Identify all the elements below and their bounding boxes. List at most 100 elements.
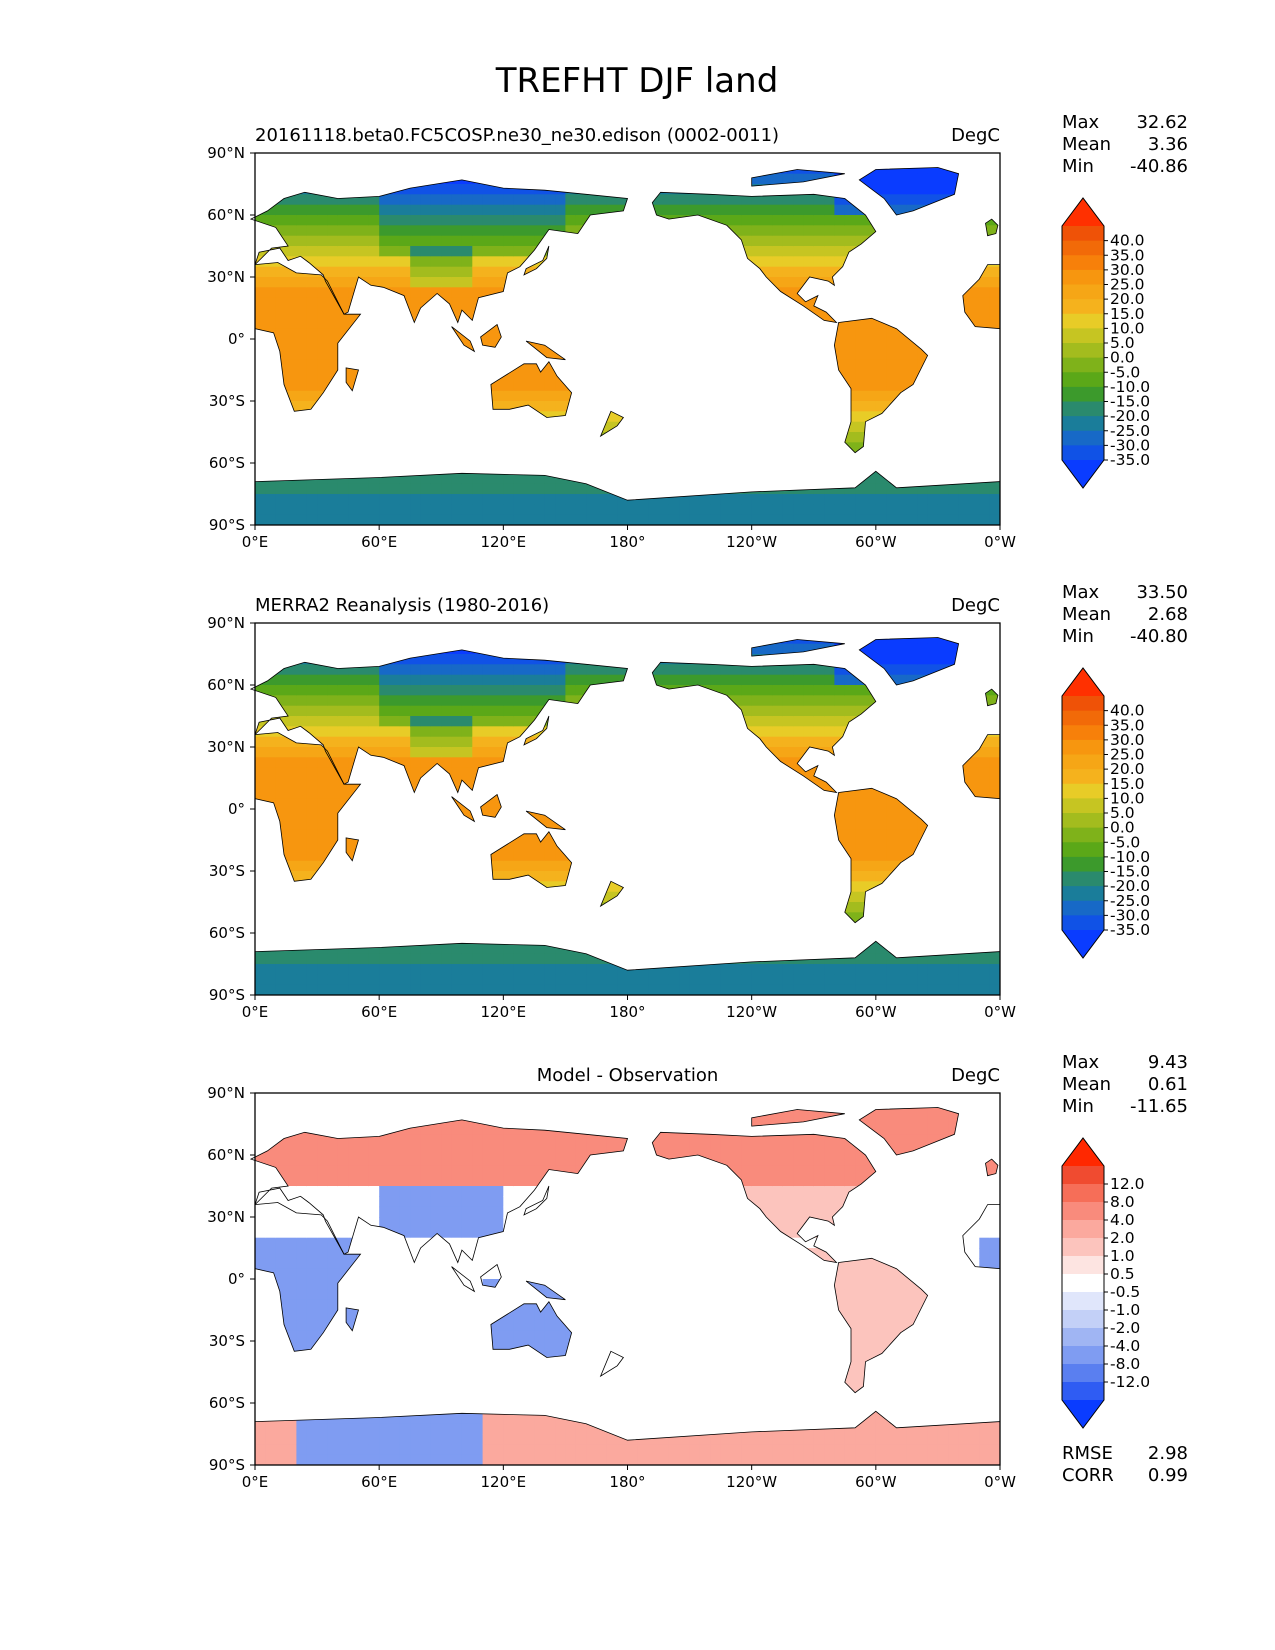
panel-center-title: Model - Observation [537, 1065, 719, 1086]
colorbar-label: -12.0 [1110, 1373, 1150, 1391]
lon-tick-label: 60°E [361, 533, 397, 551]
colorbar-label: -30.0 [1110, 906, 1150, 924]
lat-tick-label: 60°N [207, 676, 245, 694]
coastline-australia [490, 830, 573, 888]
coastline-sumatra [451, 326, 476, 353]
colorbar-label: 2.0 [1110, 1229, 1135, 1247]
colorbar-label: -10.0 [1110, 378, 1150, 396]
metric-value-corr: 0.99 [1148, 1465, 1188, 1486]
colorbar-label: -5.0 [1110, 363, 1140, 381]
stat-label-max: Max [1062, 582, 1100, 603]
lon-tick-label: 120°W [726, 1473, 777, 1491]
lon-tick-label: 60°E [361, 1003, 397, 1021]
lat-tick-label: 90°S [209, 1456, 245, 1474]
coastline-greenland [858, 167, 960, 216]
colorbar-label: -20.0 [1110, 877, 1150, 895]
coastline-westafrica [962, 264, 1001, 330]
coastline-africa [254, 732, 362, 882]
colorbar-segment [1062, 783, 1104, 799]
lat-tick-label: 0° [228, 1270, 245, 1288]
colorbar-label: 30.0 [1110, 261, 1145, 279]
colorbar-segment [1062, 401, 1104, 417]
panel-units: DegC [951, 125, 1000, 146]
colorbar-label: 10.0 [1110, 319, 1145, 337]
coastline-borneo [480, 1263, 502, 1288]
stat-label-max: Max [1062, 1052, 1100, 1073]
lat-tick-label: 90°S [209, 986, 245, 1004]
coastline-japan [523, 715, 550, 746]
colorbar-diff: 12.08.04.02.01.00.5-0.5-1.0-2.0-4.0-8.0-… [1061, 1137, 1150, 1429]
metric-value-rmse: 2.98 [1148, 1443, 1188, 1464]
colorbar-label: 35.0 [1110, 246, 1145, 264]
colorbar-segment [1062, 1310, 1104, 1329]
coastline-eurasia [249, 179, 629, 324]
coastline-newzealand [599, 1350, 625, 1378]
colorbar-label: 8.0 [1110, 1193, 1135, 1211]
metric-label-corr: CORR [1062, 1465, 1114, 1486]
panels: 90°N60°N30°N0°30°S60°S90°S0°E 60°E 120°E 18… [207, 112, 1188, 1491]
colorbar-segment [1062, 255, 1104, 271]
colorbar-label: 40.0 [1110, 232, 1145, 250]
colorbar-segment [1062, 445, 1104, 461]
colorbar-top-extend [1062, 668, 1104, 696]
figure-title: TREFHT DJF land [495, 61, 779, 101]
coastline-ukbrit [985, 688, 999, 707]
coastline-namerica [651, 191, 877, 324]
colorbar-segment [1062, 725, 1104, 741]
colorbar-label: -25.0 [1110, 422, 1150, 440]
colorbar-label: -35.0 [1110, 451, 1150, 469]
colorbar-label: 20.0 [1110, 760, 1145, 778]
colorbar-segment [1062, 226, 1104, 242]
colorbar-label: 25.0 [1110, 746, 1145, 764]
panel-left-title: MERRA2 Reanalysis (1980-2016) [255, 595, 549, 616]
coastline-sumatra [451, 1266, 476, 1293]
lat-tick-label: 30°N [207, 738, 245, 756]
colorbar-segment [1062, 842, 1104, 858]
lat-tick-label: 30°N [207, 268, 245, 286]
panel-units: DegC [951, 1065, 1000, 1086]
lat-tick-label: 0° [228, 330, 245, 348]
colorbar-segment [1062, 386, 1104, 402]
colorbar-segment [1062, 1256, 1104, 1275]
lon-tick-label: 0°W [984, 1473, 1016, 1491]
colorbar-segment [1062, 900, 1104, 916]
colorbar-segment [1062, 240, 1104, 256]
metric-label-rmse: RMSE [1062, 1443, 1113, 1464]
field-diff [255, 1107, 1000, 1465]
colorbar-bottom-extend [1062, 930, 1104, 958]
lat-tick-label: 90°S [209, 516, 245, 534]
colorbar-segment [1062, 710, 1104, 726]
colorbar-segment [1062, 696, 1104, 712]
colorbar-label: 5.0 [1110, 334, 1135, 352]
lat-tick-label: 60°N [207, 1146, 245, 1164]
colorbar-segment [1062, 1202, 1104, 1221]
stat-label-mean: Mean [1062, 604, 1111, 625]
colorbar-label: 1.0 [1110, 1247, 1135, 1265]
colorbar-label: -4.0 [1110, 1337, 1140, 1355]
colorbar-label: 30.0 [1110, 731, 1145, 749]
coastline-arctic [751, 1109, 845, 1127]
lon-tick-label: 0°W [984, 1003, 1016, 1021]
coastline-samerica [833, 317, 929, 454]
colorbar-segment [1062, 886, 1104, 902]
coastline-namerica [651, 661, 877, 794]
colorbar-label: 15.0 [1110, 305, 1145, 323]
coastline-westafrica [962, 734, 1001, 800]
coastline-ukbrit [985, 218, 999, 237]
coastline-newguinea [525, 1280, 566, 1301]
colorbar-label: 0.0 [1110, 349, 1135, 367]
colorbar-top-extend [1062, 198, 1104, 226]
colorbar-segment [1062, 856, 1104, 872]
lon-tick-label: 120°E [481, 1003, 527, 1021]
coastline-ukbrit [985, 1158, 999, 1177]
coastline-newzealand [599, 880, 625, 908]
coastline-namerica [651, 1131, 877, 1264]
coastline-japan [523, 245, 550, 276]
coastline-samerica [833, 787, 929, 924]
colorbar-segment [1062, 813, 1104, 829]
colorbar-segment [1062, 1328, 1104, 1347]
panel-model: 90°N 60°N 30°N 0° 30°S 60°S 90°S0°E 60°E 120°E 18… [207, 112, 1188, 551]
colorbar-label: 4.0 [1110, 1211, 1135, 1229]
colorbar-segment [1062, 915, 1104, 931]
stat-value-mean: 2.68 [1148, 604, 1188, 625]
